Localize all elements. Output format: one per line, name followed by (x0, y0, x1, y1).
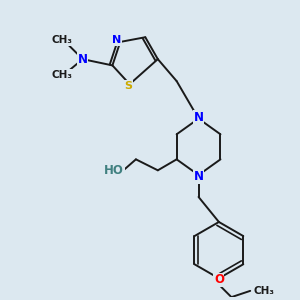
Text: CH₃: CH₃ (52, 35, 73, 45)
Text: N: N (112, 35, 122, 45)
Text: CH₃: CH₃ (52, 70, 73, 80)
Text: HO: HO (104, 164, 124, 177)
Text: O: O (214, 273, 224, 286)
Text: N: N (194, 111, 203, 124)
Text: N: N (194, 170, 203, 183)
Text: S: S (124, 81, 132, 91)
Text: N: N (78, 52, 88, 66)
Text: CH₃: CH₃ (254, 286, 275, 296)
